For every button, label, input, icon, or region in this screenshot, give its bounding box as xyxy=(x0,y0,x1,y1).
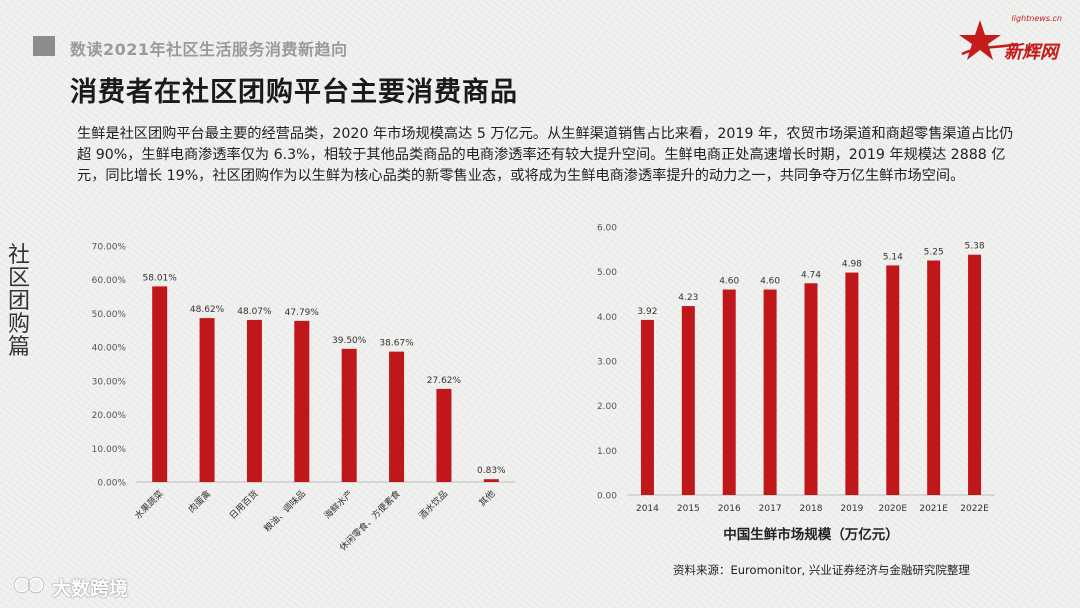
y-tick-label: 3.00 xyxy=(597,358,617,368)
y-tick-label: 70.00% xyxy=(92,243,127,253)
header-square-icon xyxy=(33,36,55,56)
bar xyxy=(640,319,654,495)
x-tick-label: 其他 xyxy=(476,488,497,509)
data-label: 4.23 xyxy=(678,293,698,303)
bar xyxy=(436,388,452,482)
x-tick-label: 2016 xyxy=(718,504,741,514)
x-tick-label: 海鲜水产 xyxy=(321,488,355,522)
x-tick-label: 酒水饮品 xyxy=(416,488,450,522)
y-tick-label: 0.00 xyxy=(597,492,617,502)
x-tick-label: 日用百货 xyxy=(227,488,261,522)
x-tick-label: 肉蛋禽 xyxy=(186,488,214,516)
bar xyxy=(152,286,168,482)
section-title: 数读2021年社区生活服务消费新趋向 xyxy=(70,40,348,59)
bar xyxy=(845,272,859,495)
y-tick-label: 0.00% xyxy=(97,479,126,489)
data-label: 38.67% xyxy=(379,339,414,349)
watermark-text: 大数跨境 xyxy=(52,578,129,600)
x-tick-label: 2017 xyxy=(759,504,782,514)
x-tick-label: 2021E xyxy=(919,504,948,514)
category-share-bar-chart: 0.00% 10.00% 20.00% 30.00% 40.00% 50.00% 60.00… xyxy=(92,243,515,553)
data-label: 5.14 xyxy=(883,252,903,262)
x-tick-label: 2020E xyxy=(878,504,907,514)
data-label: 27.62% xyxy=(427,376,462,386)
x-tick-label: 粮油、调味品 xyxy=(261,488,308,535)
y-tick-label: 1.00 xyxy=(597,447,617,457)
y-tick-label: 4.00 xyxy=(597,313,617,323)
fresh-market-size-bar-chart: 0.00 1.00 2.00 3.00 4.00 5.00 6.00 3.92 2014 4.23… xyxy=(597,224,995,543)
data-label: 4.60 xyxy=(719,277,739,287)
bar xyxy=(763,289,777,495)
bar xyxy=(722,289,736,495)
logo-name: 新辉网 xyxy=(1004,42,1058,63)
bar xyxy=(483,479,499,482)
x-tick-label: 2022E xyxy=(960,504,989,514)
data-label: 5.38 xyxy=(965,242,985,252)
logo-domain: lightnews.cn xyxy=(1011,14,1062,23)
x-tick-label: 2014 xyxy=(636,504,659,514)
y-tick-label: 60.00% xyxy=(92,276,127,286)
data-label: 48.07% xyxy=(237,307,272,317)
data-label: 58.01% xyxy=(143,273,178,283)
bar xyxy=(804,283,818,495)
bar xyxy=(389,351,405,482)
watermark-logo-icon xyxy=(13,576,45,594)
data-label: 5.25 xyxy=(924,248,944,258)
x-tick-label: 2019 xyxy=(840,504,863,514)
y-tick-label: 6.00 xyxy=(597,224,617,234)
bar xyxy=(927,260,941,495)
data-label: 39.50% xyxy=(332,336,367,346)
bar xyxy=(294,320,310,482)
bar xyxy=(886,265,900,495)
y-tick-label: 20.00% xyxy=(92,411,127,421)
bar xyxy=(246,319,262,482)
intro-paragraph: 生鲜是社区团购平台最主要的经营品类，2020 年市场规模高达 5 万亿元。从生鲜… xyxy=(77,126,1014,184)
y-tick-label: 10.00% xyxy=(92,445,127,455)
bar xyxy=(681,306,695,495)
bar xyxy=(341,348,357,482)
bar xyxy=(199,318,215,482)
data-label: 0.83% xyxy=(477,466,506,476)
bar xyxy=(968,254,982,495)
data-label: 48.62% xyxy=(190,305,225,315)
y-tick-label: 40.00% xyxy=(92,344,127,354)
x-tick-label: 水果蔬菜 xyxy=(132,488,166,522)
data-label: 47.79% xyxy=(285,308,320,318)
data-label: 3.92 xyxy=(637,307,657,317)
x-tick-label: 2015 xyxy=(677,504,700,514)
data-label: 4.60 xyxy=(760,277,780,287)
x-tick-label: 2018 xyxy=(800,504,823,514)
y-tick-label: 50.00% xyxy=(92,310,127,320)
y-tick-label: 2.00 xyxy=(597,402,617,412)
data-label: 4.74 xyxy=(801,270,821,280)
data-label: 4.98 xyxy=(842,260,862,270)
brand-star-logo-icon xyxy=(959,20,1019,60)
source-note: 资料来源：Euromonitor, 兴业证券经济与金融研究院整理 xyxy=(673,563,970,577)
y-tick-label: 30.00% xyxy=(92,377,127,387)
page-title: 消费者在社区团购平台主要消费商品 xyxy=(70,77,518,108)
y-tick-label: 5.00 xyxy=(597,268,617,278)
side-label: 社区团购篇 xyxy=(8,243,31,360)
chart-title: 中国生鲜市场规模（万亿元） xyxy=(723,526,899,543)
